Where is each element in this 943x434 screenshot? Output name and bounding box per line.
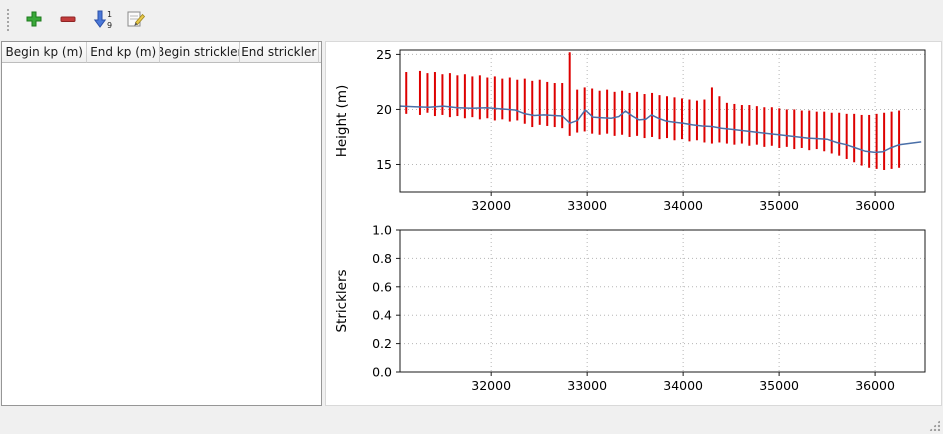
svg-text:1: 1 — [107, 10, 112, 19]
svg-text:36000: 36000 — [855, 198, 895, 213]
table-body[interactable] — [2, 63, 321, 405]
resize-grip-icon[interactable] — [929, 420, 940, 431]
svg-text:32000: 32000 — [471, 198, 511, 213]
svg-text:0.4: 0.4 — [372, 308, 392, 323]
svg-text:0.2: 0.2 — [372, 336, 392, 351]
edit-icon — [126, 9, 146, 32]
sort-numeric-icon: 1 9 — [92, 9, 112, 32]
svg-text:15: 15 — [376, 157, 392, 172]
svg-text:35000: 35000 — [759, 198, 799, 213]
cross-section-bars — [405, 52, 901, 170]
svg-text:35000: 35000 — [759, 378, 799, 393]
svg-text:0.8: 0.8 — [372, 251, 392, 266]
svg-text:32000: 32000 — [471, 378, 511, 393]
remove-button[interactable] — [53, 5, 83, 35]
toolbar-drag-handle[interactable] — [7, 9, 13, 31]
y-axis-label: Stricklers — [334, 269, 350, 332]
column-header-begin-strickler[interactable]: Begin strickler — [160, 42, 240, 63]
charts-panel: 32000 33000 34000 35000 36000 15 20 25 Height (m… — [325, 41, 942, 406]
y-axis-label: Height (m) — [334, 85, 350, 158]
minus-icon — [59, 10, 77, 31]
height-profile-chart: 32000 33000 34000 35000 36000 15 20 25 Height (m… — [326, 42, 939, 224]
column-header-begin-kp[interactable]: Begin kp (m) — [2, 42, 88, 63]
add-button[interactable] — [19, 5, 49, 35]
stricklers-table: Begin kp (m) End kp (m) Begin strickler … — [1, 41, 322, 406]
toolbar: 1 9 — [0, 0, 943, 40]
column-header-end-strickler[interactable]: End strickler — [239, 42, 319, 63]
status-bar — [0, 408, 943, 434]
table-header-row: Begin kp (m) End kp (m) Begin strickler … — [2, 42, 321, 63]
edit-button[interactable] — [121, 5, 151, 35]
svg-text:0.0: 0.0 — [372, 365, 392, 380]
svg-text:33000: 33000 — [567, 198, 607, 213]
svg-text:0.6: 0.6 — [372, 279, 392, 294]
svg-text:36000: 36000 — [855, 378, 895, 393]
tick-labels: 32000 33000 34000 35000 36000 15 20 25 — [376, 47, 895, 213]
svg-text:9: 9 — [107, 21, 112, 29]
svg-text:1.0: 1.0 — [372, 224, 392, 238]
sort-button[interactable]: 1 9 — [87, 5, 117, 35]
svg-text:34000: 34000 — [663, 378, 703, 393]
svg-text:20: 20 — [376, 102, 392, 117]
column-header-end-kp[interactable]: End kp (m) — [87, 42, 160, 63]
column-header-filler — [319, 42, 321, 63]
svg-text:34000: 34000 — [663, 198, 703, 213]
plus-icon — [25, 10, 43, 31]
tick-labels: 32000 33000 34000 35000 36000 0.0 0.2 0.4 0.6 0.8… — [372, 224, 895, 393]
svg-text:25: 25 — [376, 47, 392, 62]
mean-height-line — [400, 105, 922, 154]
stricklers-chart: 32000 33000 34000 35000 36000 0.0 0.2 0.4 0.6 0.8… — [326, 224, 939, 404]
svg-text:33000: 33000 — [567, 378, 607, 393]
